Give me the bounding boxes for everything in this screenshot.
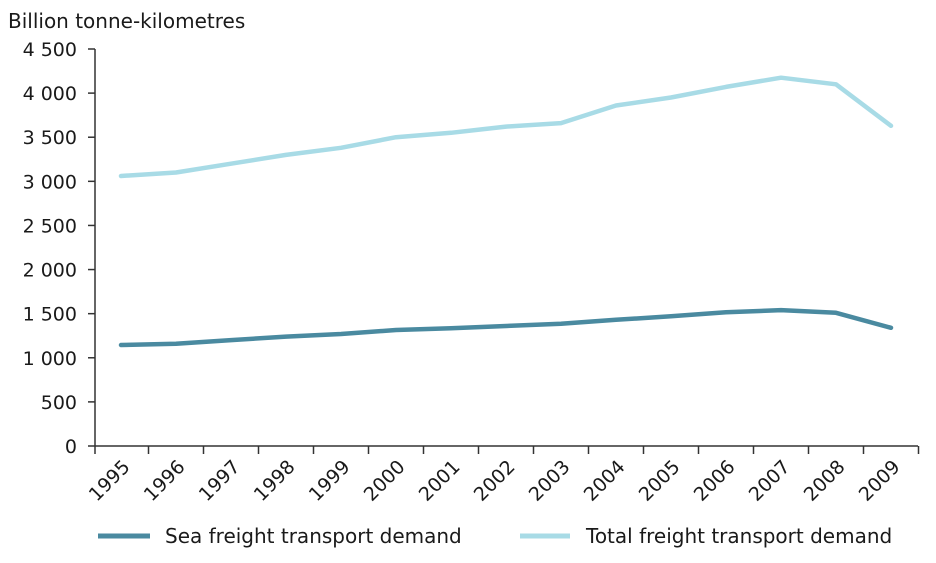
x-axis: 1995 1996 1997 1998 1999 2000 2001 2002 2003 2004… xyxy=(85,445,920,506)
x-tick-label: 2001 xyxy=(415,456,465,506)
y-tick-label: 1 000 xyxy=(23,348,77,370)
x-tick-label: 2008 xyxy=(800,456,850,506)
y-axis: 0 500 1 000 1 500 2 000 2 500 3 000 3 500 4 000 4… xyxy=(23,39,96,458)
y-tick-label: 4 500 xyxy=(23,39,77,61)
x-tick-label: 1999 xyxy=(305,456,355,506)
y-tick-label: 4 000 xyxy=(23,83,77,105)
x-tick-label: 2004 xyxy=(580,456,630,506)
legend-label: Total freight transport demand xyxy=(585,524,892,548)
series-line-sea-freight xyxy=(118,307,894,348)
y-tick-label: 1 500 xyxy=(23,304,77,326)
y-axis-label: Billion tonne-kilometres xyxy=(8,9,245,33)
y-tick-label: 0 xyxy=(65,436,77,458)
legend-label: Sea freight transport demand xyxy=(165,524,462,548)
x-tick-label: 2005 xyxy=(635,456,685,506)
x-tick-label: 2009 xyxy=(855,456,905,506)
x-tick-label: 1996 xyxy=(140,456,190,506)
x-tick-label: 2002 xyxy=(470,456,520,506)
x-tick-label: 1995 xyxy=(85,456,135,506)
x-tick-label: 1997 xyxy=(195,456,245,506)
x-tick-label: 1998 xyxy=(250,456,300,506)
y-tick-label: 2 500 xyxy=(23,215,77,237)
x-tick-label: 2000 xyxy=(360,456,410,506)
x-tick-label: 2006 xyxy=(690,456,740,506)
y-tick-label: 2 000 xyxy=(23,260,77,282)
y-tick-label: 500 xyxy=(41,392,77,414)
y-tick-label: 3 000 xyxy=(23,171,77,193)
x-tick-label: 2003 xyxy=(525,456,575,506)
legend: Sea freight transport demand Total freigh… xyxy=(98,524,892,548)
plot-area xyxy=(118,75,894,348)
x-tick-label: 2007 xyxy=(745,456,795,506)
series-line-total-freight xyxy=(118,75,894,179)
y-tick-label: 3 500 xyxy=(23,127,77,149)
